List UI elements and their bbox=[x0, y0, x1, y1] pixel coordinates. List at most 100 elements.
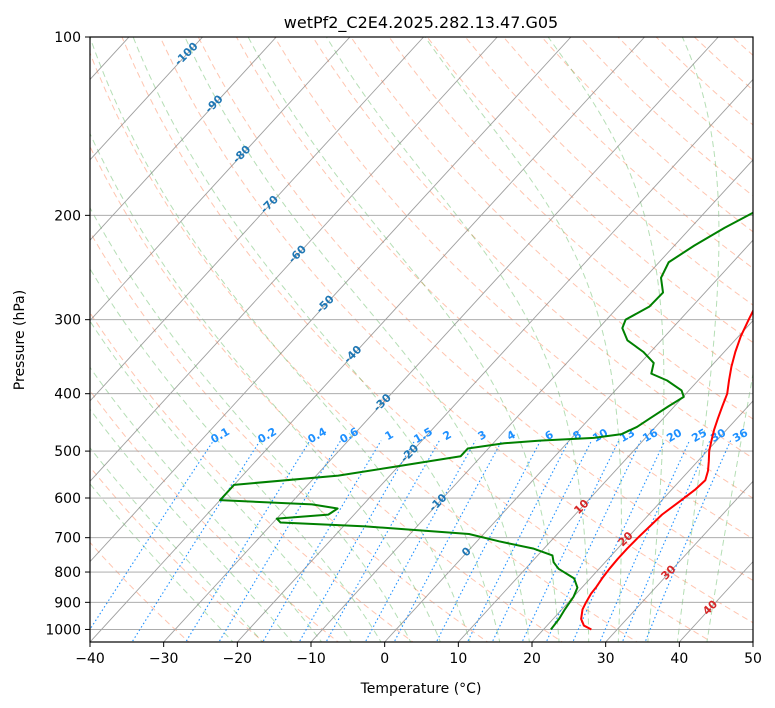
mixing-ratio-label: 0.4 bbox=[306, 425, 330, 446]
x-tick-label: −40 bbox=[75, 651, 105, 667]
mixing-ratio-line bbox=[599, 440, 691, 642]
mixing-ratio-line bbox=[185, 440, 311, 642]
mixing-ratio-line bbox=[393, 440, 503, 642]
mixing-ratio-label: 0.2 bbox=[256, 425, 279, 446]
dry-adiabat bbox=[90, 389, 340, 642]
isotherm bbox=[90, 37, 277, 241]
x-tick-label: 40 bbox=[670, 651, 688, 667]
isotherm bbox=[531, 400, 753, 642]
dewpoint-profile bbox=[219, 211, 753, 631]
mixing-ratio-line bbox=[262, 440, 382, 642]
dry-adiabat bbox=[274, 37, 753, 499]
isotherm bbox=[163, 37, 719, 642]
mixing-ratio-line bbox=[545, 440, 642, 642]
x-tick-label: 0 bbox=[380, 651, 389, 667]
isotherm bbox=[752, 641, 753, 642]
x-tick-label: −20 bbox=[223, 651, 253, 667]
isotherm bbox=[90, 37, 572, 563]
dry-adiabat bbox=[350, 37, 753, 420]
isotherm bbox=[90, 37, 424, 402]
y-tick-label: 200 bbox=[54, 208, 81, 224]
moist-adiabat bbox=[547, 37, 665, 642]
mixing-ratio-line bbox=[90, 440, 214, 631]
dry-adiabat bbox=[426, 37, 753, 344]
mixing-ratio-labels: 0.1 0.2 0.4 0.6 1 1.5 2 3 4 6 8 10 13 16 20 25 30 36 bbox=[209, 425, 751, 446]
moist-adiabat bbox=[90, 366, 323, 642]
chart-title: wetPf2_C2E4.2025.282.13.47.G05 bbox=[284, 13, 558, 33]
background-lines bbox=[90, 37, 753, 642]
dry-adiabat bbox=[388, 37, 753, 382]
mixing-ratio-line bbox=[521, 440, 620, 642]
mixing-ratio-label: 36 bbox=[730, 426, 750, 445]
mixing-ratio-line bbox=[364, 440, 476, 642]
isotherm bbox=[237, 78, 753, 642]
mixing-ratio-label: 16 bbox=[640, 426, 660, 445]
x-tick-label: 10 bbox=[449, 651, 467, 667]
moist-adiabat bbox=[424, 37, 622, 642]
y-axis-label: Pressure (hPa) bbox=[12, 290, 28, 390]
x-axis-label: Temperature (°C) bbox=[360, 681, 482, 697]
y-tick-label: 600 bbox=[54, 491, 81, 507]
mixing-ratio-label: 20 bbox=[664, 426, 684, 445]
plot-frame bbox=[89, 36, 754, 643]
moist-adiabat bbox=[247, 37, 560, 642]
temperature-profile bbox=[580, 308, 753, 631]
isotherm bbox=[90, 37, 351, 322]
isotherm bbox=[90, 37, 498, 482]
y-tick-label: 100 bbox=[54, 30, 81, 46]
mixing-ratio-line bbox=[218, 440, 342, 642]
y-tick-label: 300 bbox=[54, 313, 81, 329]
y-tick-label: 400 bbox=[54, 387, 81, 403]
dry-adiabat bbox=[90, 466, 265, 642]
mixing-ratio-label: 3 bbox=[476, 428, 489, 443]
dry-adiabat bbox=[312, 37, 753, 459]
moist-adiabat bbox=[676, 37, 720, 642]
moist-adiabat bbox=[90, 267, 382, 642]
mixing-ratio-label: 25 bbox=[689, 426, 709, 445]
sounding-profiles bbox=[219, 211, 753, 631]
y-tick-label: 500 bbox=[54, 444, 81, 460]
moist-adiabat bbox=[90, 206, 412, 642]
moist-adiabat bbox=[184, 37, 530, 642]
y-tick-label: 900 bbox=[54, 595, 81, 611]
mixing-ratio-line bbox=[644, 440, 732, 642]
dry-adiabat bbox=[90, 541, 190, 642]
isotherm bbox=[458, 319, 753, 642]
dry-adiabat bbox=[235, 37, 753, 540]
x-tick-label: 50 bbox=[744, 651, 762, 667]
mixing-ratio-line bbox=[131, 440, 261, 642]
mixing-ratio-label: 1 bbox=[383, 428, 396, 443]
isotherm bbox=[605, 480, 753, 642]
x-tick-label: −10 bbox=[296, 651, 326, 667]
x-tick-label: −30 bbox=[149, 651, 179, 667]
x-tick-label: 30 bbox=[597, 651, 615, 667]
mixing-ratio-label: 4 bbox=[505, 428, 518, 443]
isotherm bbox=[384, 239, 753, 642]
mixing-ratio-label: 2 bbox=[441, 428, 454, 443]
isotherm bbox=[90, 37, 203, 161]
mixing-ratio-line bbox=[621, 440, 711, 642]
isotherm bbox=[310, 159, 753, 642]
mixing-ratio-line bbox=[435, 440, 542, 642]
y-axis-ticks: 100 200 300 400 500 600 700 800 900 1000 bbox=[45, 30, 90, 638]
dry-adiabat bbox=[464, 37, 753, 306]
x-axis-ticks: −40 −30 −20 −10 0 10 20 30 40 50 bbox=[75, 642, 762, 667]
x-tick-label: 20 bbox=[523, 651, 541, 667]
moist-adiabat bbox=[90, 446, 264, 642]
mixing-ratio-label: 8 bbox=[571, 428, 584, 443]
isotherm bbox=[90, 37, 645, 642]
dry-adiabat bbox=[197, 37, 753, 581]
y-tick-label: 700 bbox=[54, 531, 81, 547]
y-tick-label: 1000 bbox=[45, 622, 81, 638]
dry-adiabat bbox=[655, 37, 753, 126]
dry-adiabat bbox=[579, 37, 753, 197]
isotherm bbox=[679, 560, 753, 642]
moist-adiabat bbox=[90, 483, 234, 642]
dry-adiabat bbox=[90, 311, 414, 642]
mixing-ratio-line bbox=[298, 440, 416, 642]
moist-adiabat bbox=[706, 371, 753, 642]
y-tick-label: 800 bbox=[54, 565, 81, 581]
moist-adiabat bbox=[90, 132, 441, 642]
